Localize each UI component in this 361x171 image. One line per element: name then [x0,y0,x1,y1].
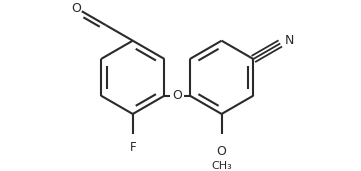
Text: CH₃: CH₃ [211,161,232,171]
Text: O: O [217,144,227,157]
Text: O: O [71,2,82,15]
Text: O: O [172,89,182,102]
Text: F: F [130,141,136,154]
Text: N: N [285,34,295,47]
